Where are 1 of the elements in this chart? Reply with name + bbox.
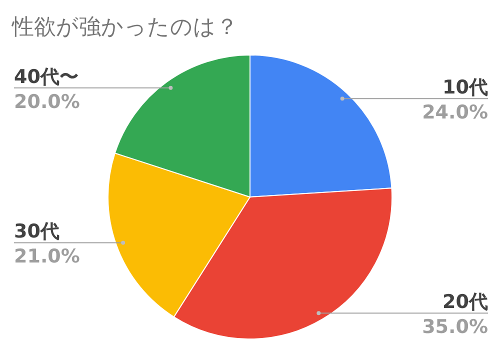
title: 性欲が強かったのは？ xyxy=(12,15,238,40)
